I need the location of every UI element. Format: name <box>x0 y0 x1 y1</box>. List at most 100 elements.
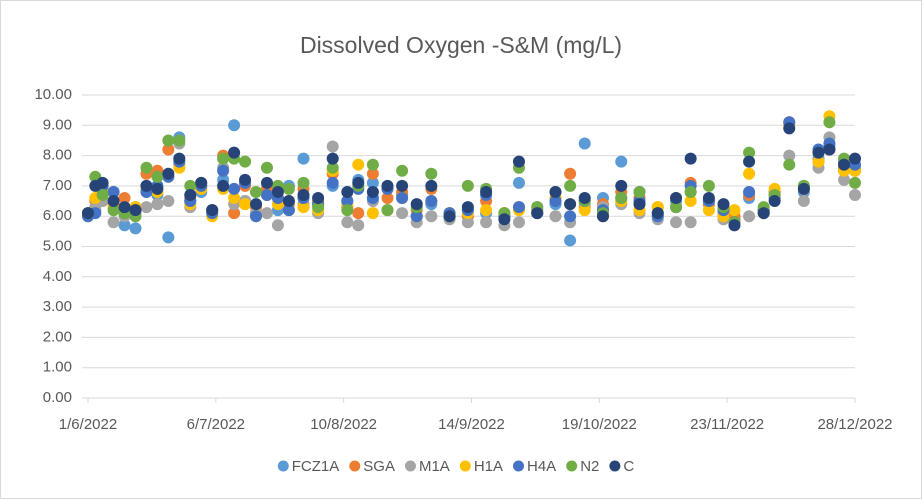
x-tick-label: 6/7/2022 <box>187 416 245 433</box>
y-tick-label: 10.00 <box>34 86 72 103</box>
point <box>282 204 295 217</box>
point <box>702 192 715 205</box>
point <box>396 164 409 177</box>
point <box>217 179 230 192</box>
point <box>184 179 197 192</box>
legend-marker <box>277 460 289 472</box>
y-tick-label: 5.00 <box>43 237 72 254</box>
point <box>341 185 354 198</box>
x-tick-label: 10/8/2022 <box>310 416 377 433</box>
point <box>480 216 493 229</box>
point <box>260 207 273 220</box>
point <box>480 204 493 217</box>
point <box>480 185 493 198</box>
point <box>326 152 339 165</box>
point <box>768 195 781 208</box>
point <box>118 219 131 232</box>
point <box>312 192 325 205</box>
point <box>728 204 741 217</box>
point <box>297 176 310 189</box>
legend-label: N2 <box>580 458 599 475</box>
point <box>341 195 354 208</box>
point <box>297 152 310 165</box>
point <box>129 222 142 235</box>
point <box>783 122 796 135</box>
point <box>549 185 562 198</box>
x-tick-label: 28/12/2022 <box>817 416 892 433</box>
legend-label: H4A <box>527 458 556 475</box>
point <box>757 207 770 220</box>
x-tick-label: 23/11/2022 <box>690 416 764 433</box>
point <box>443 210 456 223</box>
point <box>425 195 438 208</box>
point <box>670 216 683 229</box>
point <box>564 167 577 180</box>
point <box>260 161 273 174</box>
point <box>743 155 756 168</box>
point <box>425 167 438 180</box>
point <box>684 216 697 229</box>
point <box>564 198 577 211</box>
point <box>849 188 861 201</box>
point <box>396 192 409 205</box>
point <box>326 140 339 153</box>
point <box>341 204 354 217</box>
point <box>162 167 175 180</box>
point <box>615 192 628 205</box>
point <box>498 213 511 226</box>
point <box>461 179 474 192</box>
point <box>381 192 394 205</box>
point <box>410 198 423 211</box>
point <box>217 164 230 177</box>
point <box>239 198 252 211</box>
point <box>651 207 664 220</box>
point <box>578 192 591 205</box>
point <box>352 158 365 171</box>
point <box>228 207 241 220</box>
point <box>743 146 756 159</box>
point <box>239 155 252 168</box>
point <box>352 207 365 220</box>
point <box>396 179 409 192</box>
point <box>849 152 861 165</box>
point <box>140 179 153 192</box>
point <box>366 207 379 220</box>
point <box>352 176 365 189</box>
point <box>162 231 175 244</box>
point <box>615 155 628 168</box>
point <box>549 210 562 223</box>
point <box>96 176 109 189</box>
point <box>217 152 230 165</box>
point <box>151 198 164 211</box>
point <box>326 176 339 189</box>
point <box>162 143 175 156</box>
y-tick-label: 0.00 <box>43 389 72 406</box>
point <box>173 152 186 165</box>
y-tick-label: 9.00 <box>43 116 72 133</box>
point <box>162 134 175 147</box>
point <box>633 198 646 211</box>
point <box>743 185 756 198</box>
point <box>297 188 310 201</box>
point <box>282 195 295 208</box>
point <box>410 210 423 223</box>
point <box>184 188 197 201</box>
chart-title: Dissolved Oxygen -S&M (mg/L) <box>300 32 622 58</box>
point <box>151 182 164 195</box>
point <box>783 158 796 171</box>
point <box>743 210 756 223</box>
point <box>615 179 628 192</box>
point <box>271 219 284 232</box>
legend-marker <box>404 460 416 472</box>
point <box>366 185 379 198</box>
point <box>107 195 120 208</box>
legend-label: M1A <box>419 458 450 475</box>
point <box>823 116 836 129</box>
point <box>228 192 241 205</box>
point <box>228 182 241 195</box>
point <box>366 176 379 189</box>
point <box>564 210 577 223</box>
point <box>107 216 120 229</box>
point <box>162 195 175 208</box>
point <box>140 161 153 174</box>
